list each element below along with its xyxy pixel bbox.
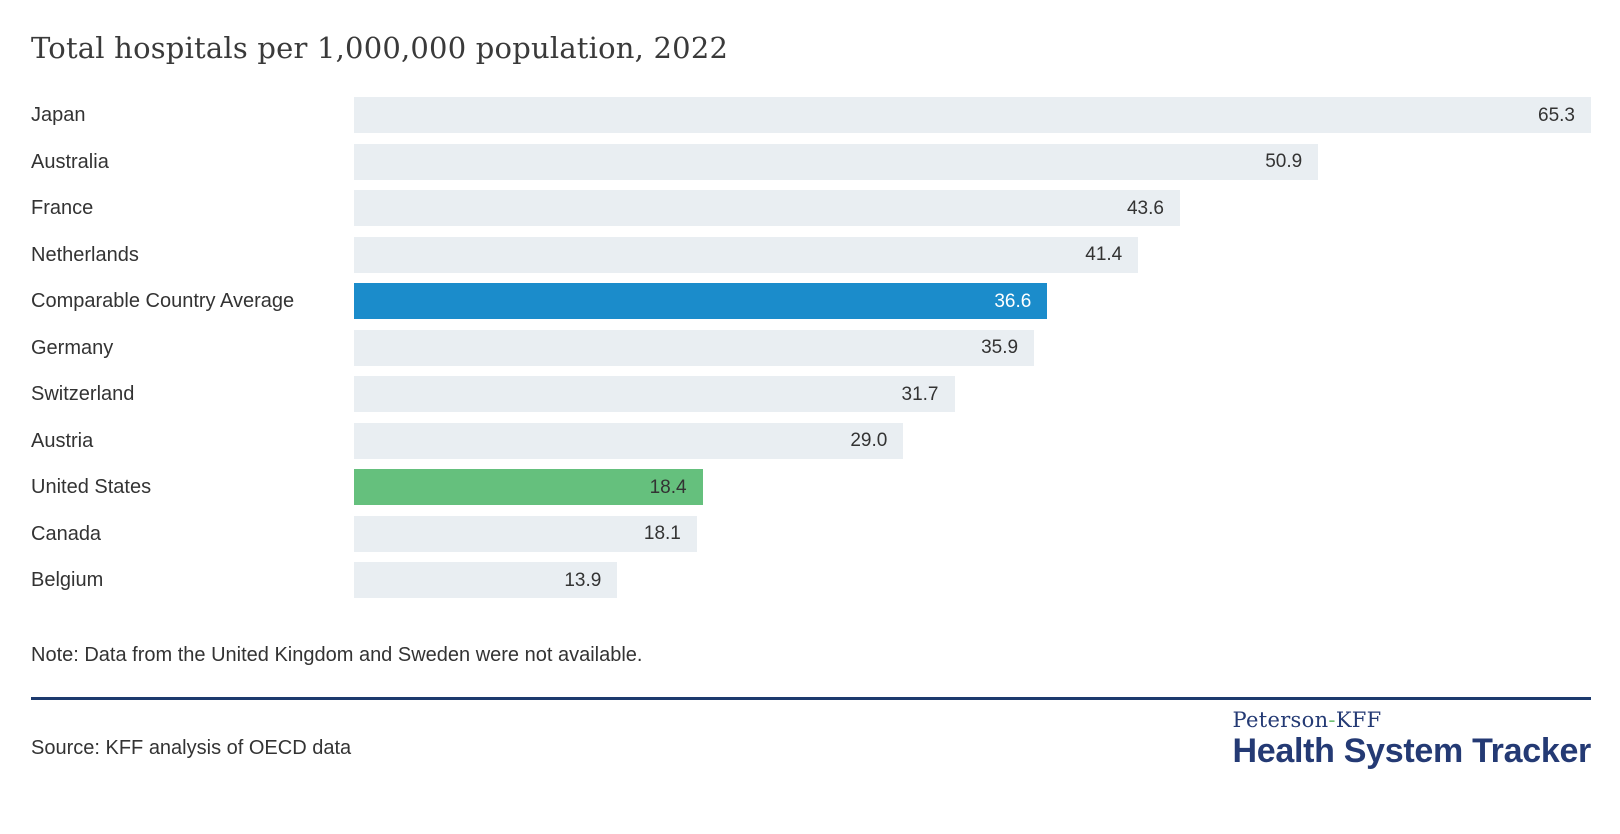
country-label: France [31,197,94,220]
logo-peterson-text: Peterson [1232,707,1329,732]
bar-chart: Japan 65.3 Australia 50.9 France 43.6 Netherla… [31,92,1591,604]
chart-row: Germany 35.9 [31,325,1591,372]
chart-row: Canada 18.1 [31,511,1591,558]
chart-row: Comparable Country Average 36.6 [31,278,1591,325]
bar-australia: 50.9 [354,143,1319,180]
bar-comparable-country-average: 36.6 [354,283,1048,320]
chart-row: Austria 29.0 [31,418,1591,465]
country-label: United States [31,476,152,499]
bar-track: 13.9 [354,562,1591,599]
source-text: Source: KFF analysis of OECD data [31,736,352,759]
chart-row: Australia 50.9 [31,139,1591,186]
bar-value-label: 13.9 [564,569,602,591]
logo-line-peterson-kff: Peterson-KFF [1233,708,1591,732]
bar-value-label: 50.9 [1265,151,1303,173]
chart-row: Japan 65.3 [31,92,1591,139]
chart-row: Belgium 13.9 [31,557,1591,604]
chart-note: Note: Data from the United Kingdom and S… [31,643,643,666]
country-label: Comparable Country Average [31,290,295,313]
bar-track: 41.4 [354,236,1591,273]
country-label: Netherlands [31,243,139,266]
bar-value-label: 31.7 [901,383,939,405]
logo-hyphen: - [1328,707,1336,732]
bar-track: 29.0 [354,422,1591,459]
country-label: Canada [31,522,102,545]
bar-value-label: 65.3 [1538,104,1575,126]
bar-track: 35.9 [354,329,1591,366]
bar-value-label: 41.4 [1085,244,1123,266]
bar-value-label: 29.0 [850,430,888,452]
country-label: Switzerland [31,383,135,406]
chart-row: Switzerland 31.7 [31,371,1591,418]
bar-united-states: 18.4 [354,469,703,506]
bar-japan: 65.3 [354,97,1591,134]
bar-track: 36.6 [354,283,1591,320]
bar-value-label: 43.6 [1126,197,1164,219]
bar-track: 65.3 [354,97,1591,134]
chart-row: Netherlands 41.4 [31,232,1591,279]
country-label: Belgium [31,569,104,592]
chart-row: United States 18.4 [31,464,1591,511]
bar-france: 43.6 [354,190,1180,227]
bar-belgium: 13.9 [354,562,618,599]
bar-canada: 18.1 [354,515,697,552]
logo-line-health-system-tracker: Health System Tracker [1232,731,1592,770]
bar-netherlands: 41.4 [354,236,1139,273]
bar-track: 18.1 [354,515,1591,552]
logo-kff-text: KFF [1335,707,1382,732]
country-label: Austria [31,429,94,452]
bar-germany: 35.9 [354,329,1035,366]
bar-track: 18.4 [354,469,1591,506]
bar-value-label: 18.4 [649,476,687,498]
chart-footer: Source: KFF analysis of OECD data Peters… [31,708,1591,770]
bar-value-label: 18.1 [643,523,681,545]
bar-value-label: 36.6 [994,290,1032,312]
bar-austria: 29.0 [354,422,904,459]
bar-track: 31.7 [354,376,1591,413]
chart-row: France 43.6 [31,185,1591,232]
country-label: Australia [31,150,109,173]
bar-track: 43.6 [354,190,1591,227]
country-label: Japan [31,104,86,127]
chart-title: Total hospitals per 1,000,000 population… [31,31,729,65]
bar-switzerland: 31.7 [354,376,955,413]
bar-value-label: 35.9 [981,337,1019,359]
country-label: Germany [31,336,114,359]
bar-track: 50.9 [354,143,1591,180]
peterson-kff-logo: Peterson-KFF Health System Tracker [1232,708,1592,770]
divider-rule [31,696,1591,700]
